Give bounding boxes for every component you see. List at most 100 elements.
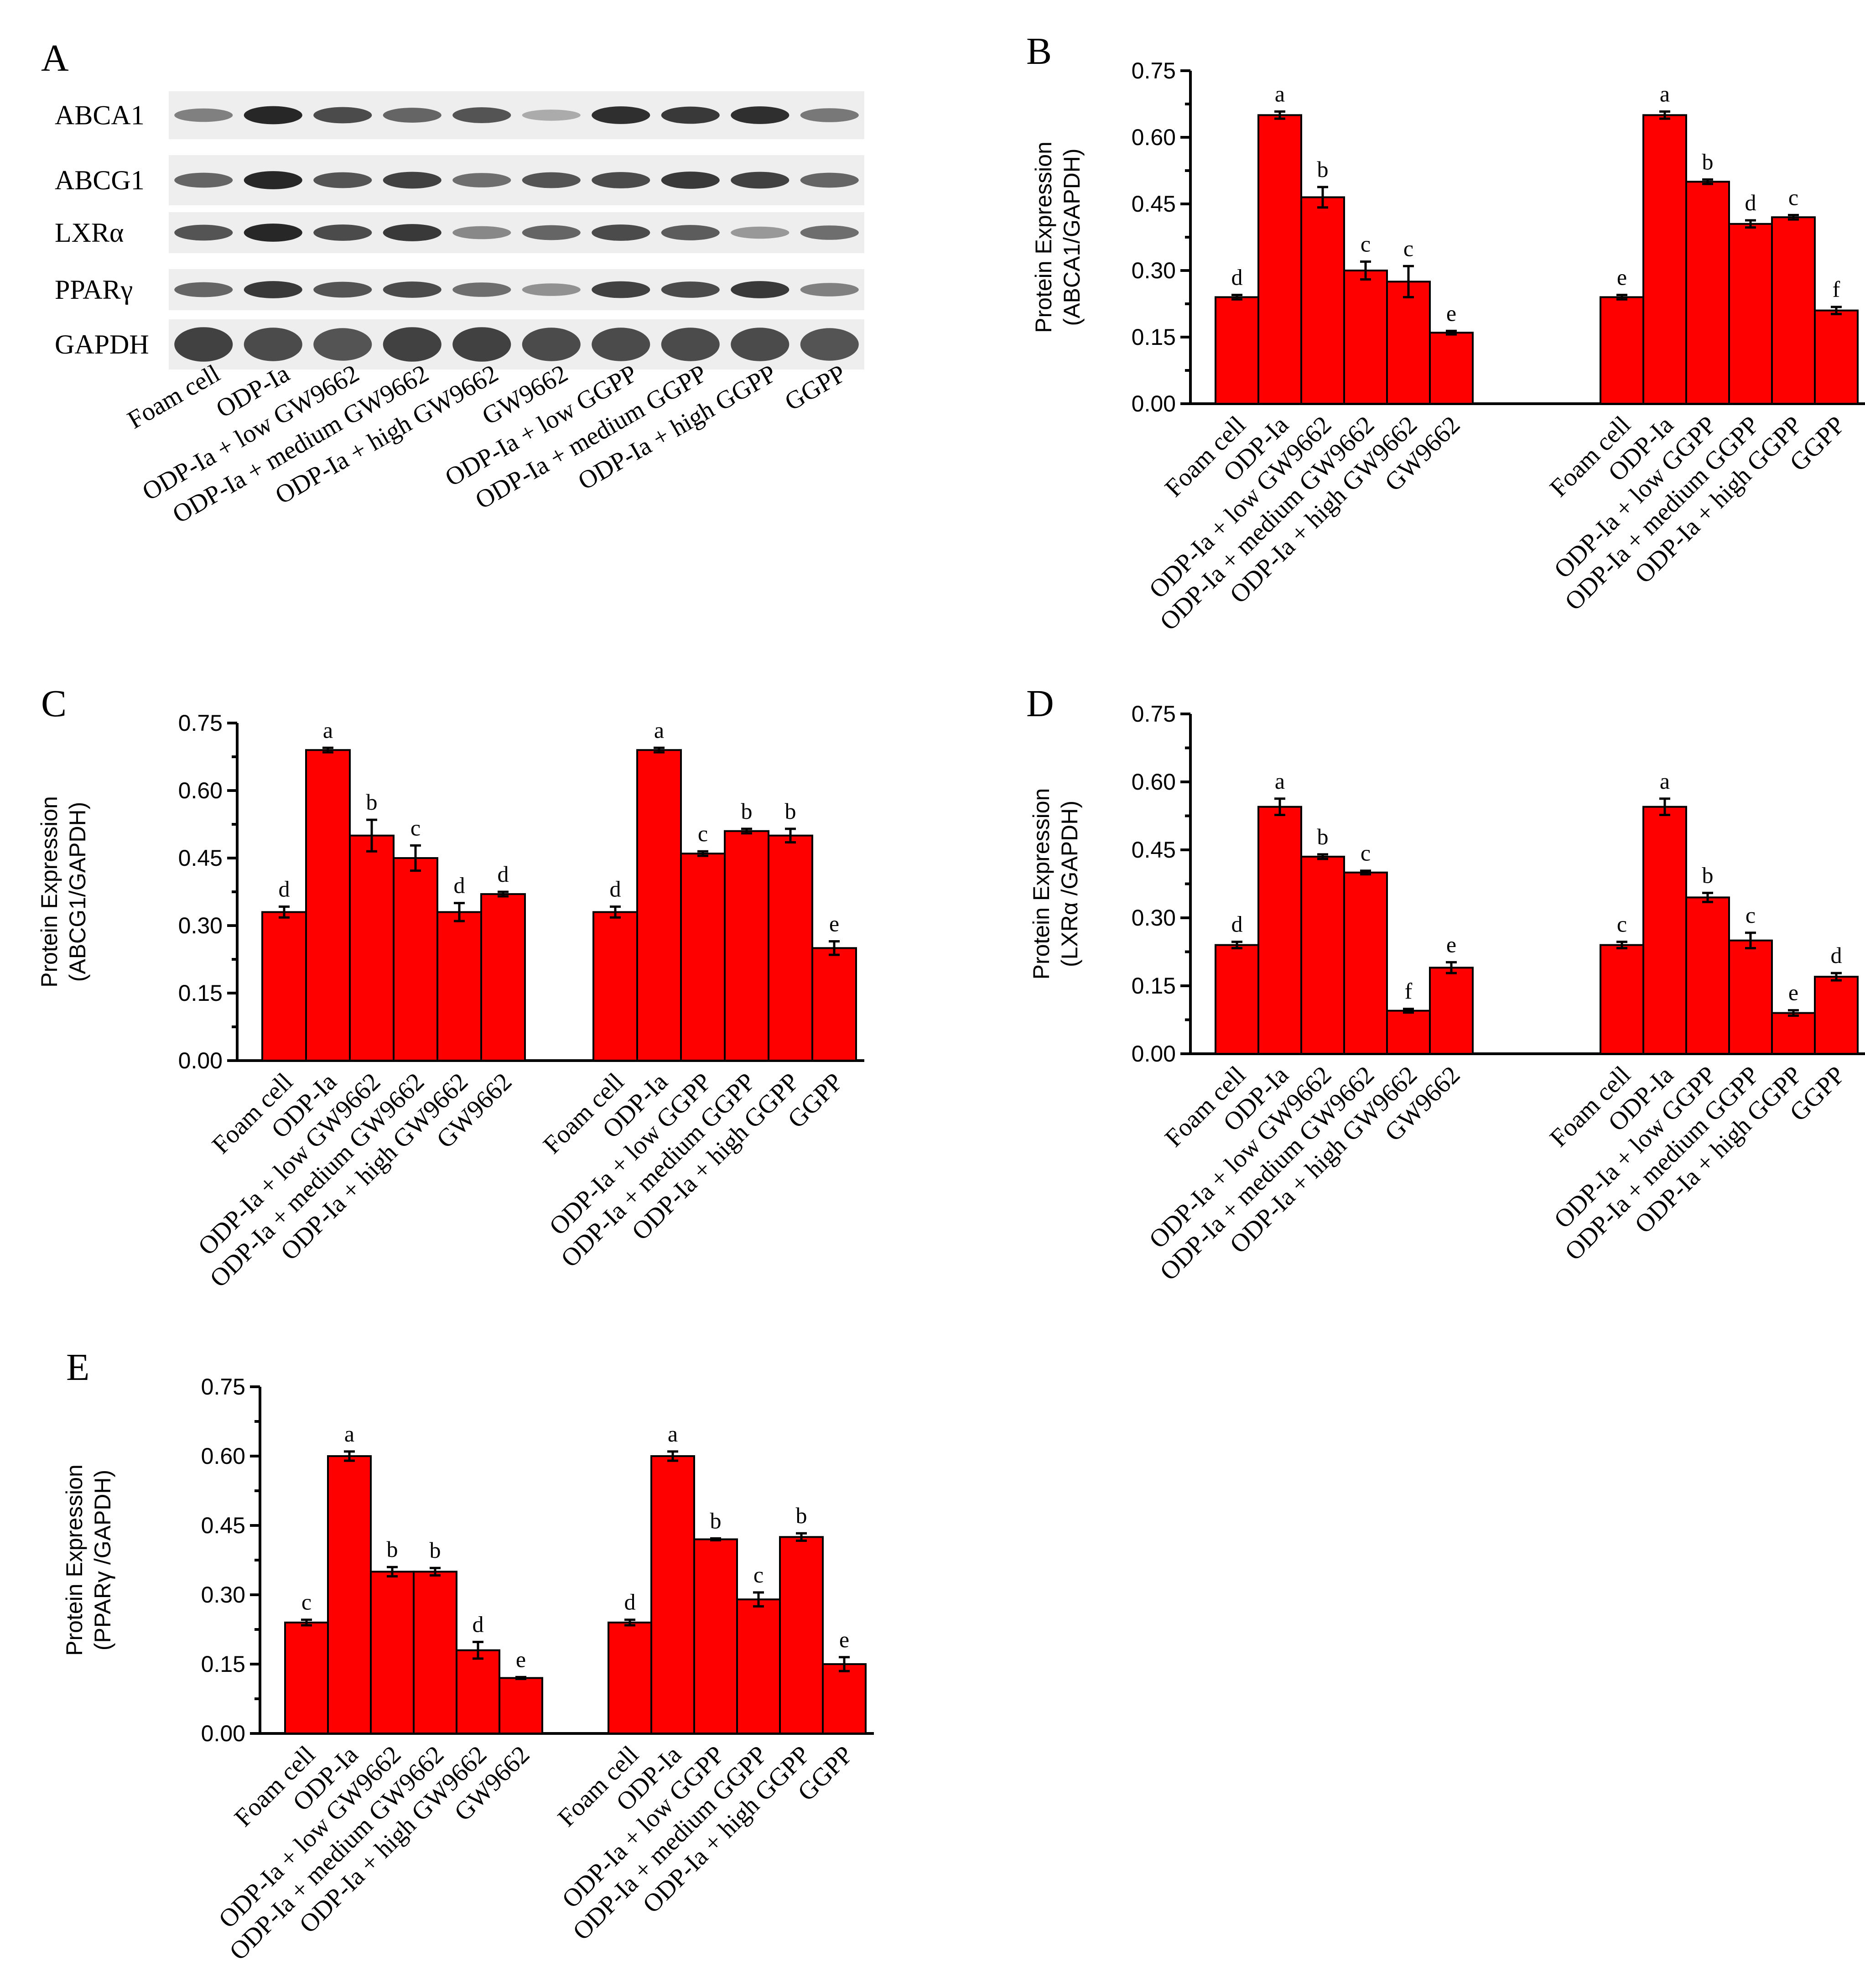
blot-band bbox=[452, 173, 511, 187]
y-tick-label: 0.60 bbox=[1132, 125, 1176, 150]
bar bbox=[413, 1571, 457, 1734]
blot-band bbox=[244, 171, 302, 189]
blot-band bbox=[522, 225, 581, 240]
significance-letter: e bbox=[839, 1627, 849, 1652]
significance-letter: e bbox=[1788, 980, 1798, 1005]
bar bbox=[1814, 309, 1859, 405]
blot-band bbox=[522, 109, 581, 121]
significance-letter: b bbox=[366, 789, 378, 815]
significance-letter: b bbox=[1317, 156, 1329, 182]
blot-band bbox=[522, 283, 581, 296]
bar bbox=[779, 1536, 824, 1734]
panel-letter: C bbox=[41, 682, 67, 725]
significance-letter: e bbox=[516, 1646, 526, 1672]
protein-label-4: GAPDH bbox=[55, 329, 149, 359]
blot-band bbox=[174, 108, 233, 122]
significance-letter: c bbox=[698, 821, 708, 846]
bar bbox=[1386, 281, 1431, 405]
significance-letter: b bbox=[1702, 862, 1714, 888]
y-tick-label: 0.45 bbox=[178, 845, 223, 871]
chart-panel-c: C 0.00 0.15 0.30 0.45 0.60 0.75 Protein Express… bbox=[36, 682, 864, 1293]
y-tick-label: 0.75 bbox=[201, 1374, 245, 1400]
bar bbox=[1685, 181, 1730, 405]
protein-label-3: PPARγ bbox=[55, 275, 133, 305]
significance-letter: b bbox=[785, 798, 796, 824]
y-tick-label: 0.00 bbox=[201, 1721, 245, 1746]
blot-band bbox=[244, 281, 302, 298]
y-tick-label: 0.15 bbox=[1132, 324, 1176, 350]
blot-band bbox=[383, 327, 442, 362]
y-axis-label-line1: Protein Expression bbox=[62, 1464, 87, 1656]
protein-label-2: LXRα bbox=[55, 218, 124, 248]
y-tick-label: 0.30 bbox=[201, 1582, 245, 1608]
significance-letter: d bbox=[279, 876, 290, 902]
y-axis-label-line2: (PPARγ /GAPDH) bbox=[90, 1470, 115, 1650]
blot-band bbox=[383, 108, 442, 123]
y-axis-label-line1: Protein Expression bbox=[36, 796, 62, 988]
bar bbox=[592, 911, 638, 1062]
y-axis-label-line2: (LXRα /GAPDH) bbox=[1057, 801, 1082, 967]
bar bbox=[680, 853, 726, 1062]
blot-band bbox=[313, 328, 372, 361]
bar bbox=[736, 1598, 781, 1734]
significance-letter: c bbox=[410, 815, 421, 840]
blot-band bbox=[661, 225, 720, 240]
blot-band bbox=[522, 172, 581, 188]
significance-letter: d bbox=[1745, 190, 1756, 215]
bar bbox=[284, 1621, 329, 1735]
blot-band bbox=[731, 226, 790, 239]
bar bbox=[636, 749, 682, 1062]
bar bbox=[1386, 1010, 1431, 1055]
blot-band bbox=[592, 172, 650, 188]
significance-letter: c bbox=[753, 1562, 764, 1587]
significance-letter: a bbox=[1275, 768, 1285, 794]
significance-letter: b bbox=[1702, 149, 1714, 174]
y-tick-label: 0.60 bbox=[178, 778, 223, 803]
blot-band bbox=[174, 224, 233, 241]
blot-band bbox=[452, 327, 511, 362]
bar bbox=[768, 834, 813, 1062]
significance-letter: d bbox=[1231, 911, 1243, 937]
significance-letter: e bbox=[1617, 265, 1627, 290]
chart-panel-d: D 0.00 0.15 0.30 0.45 0.60 0.75 Protein Express… bbox=[1026, 682, 1865, 1286]
significance-letter: c bbox=[1361, 231, 1371, 257]
bar bbox=[724, 830, 769, 1062]
blot-band bbox=[592, 106, 650, 124]
significance-letter: a bbox=[654, 717, 664, 743]
significance-letter: d bbox=[498, 861, 509, 887]
bar bbox=[1257, 114, 1302, 405]
significance-letter: e bbox=[1446, 300, 1456, 326]
bar bbox=[1685, 896, 1730, 1055]
chart-panel-e: E 0.00 0.15 0.30 0.45 0.60 0.75 Protein Express… bbox=[62, 1346, 874, 1966]
blot-band bbox=[731, 281, 790, 298]
bar bbox=[327, 1455, 372, 1734]
y-tick-label: 0.15 bbox=[178, 980, 223, 1006]
significance-letter: f bbox=[1833, 276, 1840, 302]
bar bbox=[1771, 216, 1816, 405]
significance-letter: c bbox=[301, 1589, 312, 1615]
y-tick-label: 0.60 bbox=[201, 1443, 245, 1469]
bar bbox=[1429, 967, 1474, 1055]
bar bbox=[261, 911, 307, 1062]
blot-band bbox=[661, 172, 720, 189]
significance-letter: d bbox=[610, 876, 621, 902]
bar bbox=[1814, 976, 1859, 1055]
significance-letter: c bbox=[1746, 902, 1756, 928]
bar bbox=[1343, 270, 1388, 405]
y-tick-label: 0.00 bbox=[178, 1048, 223, 1073]
blot-band bbox=[244, 106, 302, 125]
blot-band bbox=[313, 107, 372, 124]
y-tick-label: 0.30 bbox=[178, 913, 223, 938]
significance-letter: a bbox=[668, 1421, 678, 1447]
bar bbox=[1642, 806, 1687, 1055]
y-tick-label: 0.30 bbox=[1132, 905, 1176, 931]
blot-band bbox=[592, 328, 650, 361]
significance-letter: e bbox=[1446, 932, 1456, 957]
significance-letter: a bbox=[323, 717, 333, 743]
blot-band bbox=[661, 328, 720, 361]
significance-letter: c bbox=[1403, 235, 1413, 261]
blot-band bbox=[661, 106, 720, 124]
y-tick-label: 0.45 bbox=[1132, 837, 1176, 863]
significance-letter: b bbox=[710, 1508, 722, 1533]
significance-letter: d bbox=[1831, 942, 1842, 968]
